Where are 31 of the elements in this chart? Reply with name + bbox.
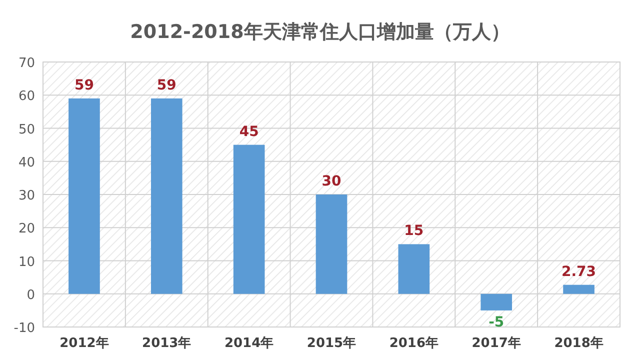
data-label: 59 [74,77,94,94]
bar [480,294,512,310]
x-tick-label: 2017年 [472,336,521,351]
y-tick-label: 0 [26,288,35,303]
bar [563,284,594,294]
y-tick-label: 60 [18,89,35,104]
y-tick-label: 30 [18,188,35,204]
x-tick-label: 2014年 [224,336,274,351]
y-tick-label: 10 [18,254,35,270]
chart-title: 2012-2018年天津常住人口增加量（万人） [130,21,510,43]
x-tick-label: 2012年 [60,336,109,351]
data-label: 2.73 [562,264,596,280]
data-label: 45 [239,124,259,140]
data-label: 30 [322,174,342,190]
bar [233,144,265,294]
y-tick-label: 40 [18,155,35,170]
x-tick-label: 2015年 [306,336,356,351]
y-tick-label: 20 [18,222,35,237]
x-tick-label: 2016年 [389,336,439,351]
bar [398,244,430,294]
x-tick-label: 2018年 [554,336,604,351]
data-label: -5 [488,314,504,330]
y-tick-label: 70 [18,56,35,71]
y-tick-label: -10 [14,321,35,336]
x-tick-label: 2013年 [142,336,192,351]
bar [68,98,100,294]
bar [150,98,182,294]
y-tick-label: 50 [18,122,35,138]
data-label: 15 [404,223,424,240]
bar [316,194,348,294]
data-label: 59 [156,77,176,94]
